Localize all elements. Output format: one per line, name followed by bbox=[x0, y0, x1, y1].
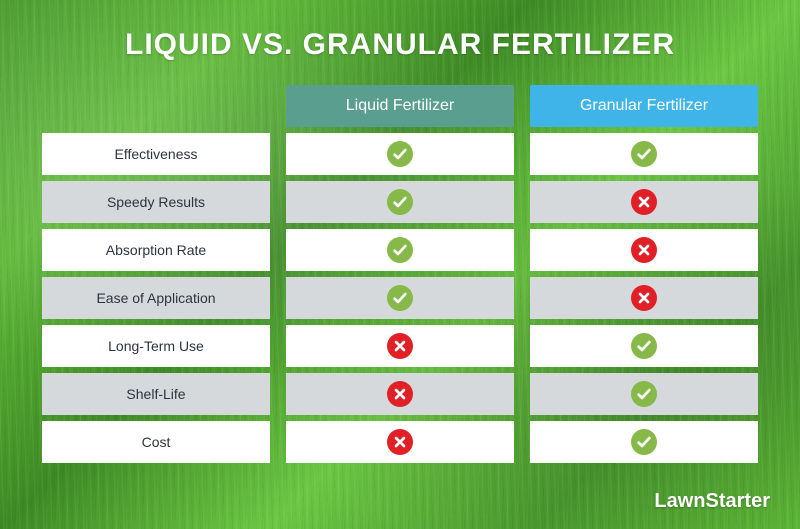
cross-icon bbox=[387, 333, 413, 359]
table-cell bbox=[286, 133, 514, 175]
table-cell bbox=[286, 277, 514, 319]
page-title: LIQUID VS. GRANULAR FERTILIZER bbox=[42, 28, 758, 63]
check-icon bbox=[631, 381, 657, 407]
table-cell bbox=[530, 373, 758, 415]
check-icon bbox=[387, 189, 413, 215]
cross-icon bbox=[631, 189, 657, 215]
table-cell bbox=[286, 181, 514, 223]
table-cell bbox=[530, 133, 758, 175]
row-label: Absorption Rate bbox=[42, 229, 270, 271]
check-icon bbox=[387, 141, 413, 167]
row-label: Speedy Results bbox=[42, 181, 270, 223]
row-label: Cost bbox=[42, 421, 270, 463]
cross-icon bbox=[631, 237, 657, 263]
check-icon bbox=[631, 141, 657, 167]
header-spacer bbox=[42, 85, 270, 127]
table-cell bbox=[530, 229, 758, 271]
cross-icon bbox=[387, 429, 413, 455]
column-header-granular: Granular Fertilizer bbox=[530, 85, 758, 127]
brand-logo-text: LawnStarter bbox=[654, 490, 770, 513]
check-icon bbox=[631, 333, 657, 359]
table-cell bbox=[530, 181, 758, 223]
table-cell bbox=[530, 421, 758, 463]
table-cell bbox=[286, 373, 514, 415]
infographic-container: LIQUID VS. GRANULAR FERTILIZER Liquid Fe… bbox=[0, 0, 800, 529]
check-icon bbox=[387, 285, 413, 311]
column-header-liquid: Liquid Fertilizer bbox=[286, 85, 514, 127]
cross-icon bbox=[631, 285, 657, 311]
row-label: Ease of Application bbox=[42, 277, 270, 319]
table-cell bbox=[286, 325, 514, 367]
comparison-table: Liquid Fertilizer Granular Fertilizer Ef… bbox=[42, 85, 758, 463]
table-cell bbox=[530, 325, 758, 367]
check-icon bbox=[631, 429, 657, 455]
row-label: Shelf-Life bbox=[42, 373, 270, 415]
row-label: Effectiveness bbox=[42, 133, 270, 175]
table-cell bbox=[286, 421, 514, 463]
cross-icon bbox=[387, 381, 413, 407]
table-cell bbox=[286, 229, 514, 271]
table-cell bbox=[530, 277, 758, 319]
check-icon bbox=[387, 237, 413, 263]
row-label: Long-Term Use bbox=[42, 325, 270, 367]
